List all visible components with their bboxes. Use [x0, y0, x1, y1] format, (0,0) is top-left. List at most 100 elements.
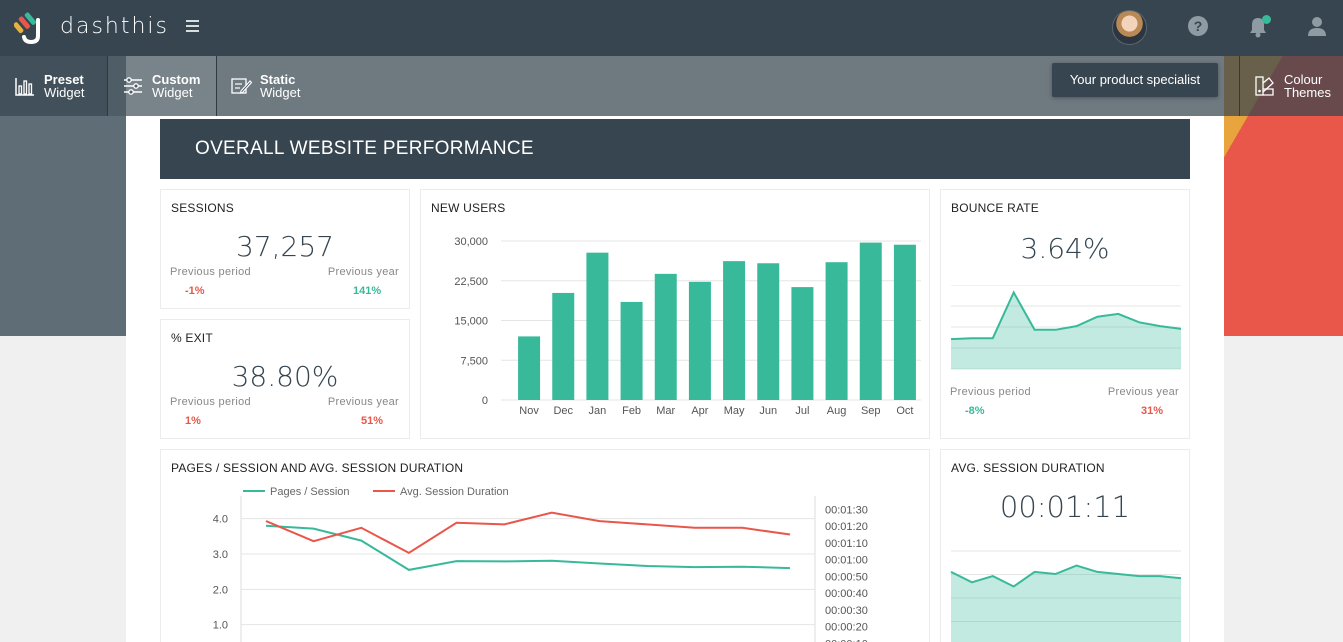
bar-mar — [654, 273, 677, 400]
bounce-prev-year-label: Previous year — [1107, 386, 1179, 398]
bar-sep — [859, 242, 882, 400]
exit-prev-period-value: 1% — [185, 415, 201, 427]
exit-prev-year-label: Previous year — [327, 396, 399, 408]
bar-jan — [586, 252, 609, 400]
colour-themes-title: Colour — [1284, 72, 1323, 87]
avg-duration-title: AVG. SESSION DURATION — [951, 461, 1105, 475]
y-tick-label: 22,500 — [454, 276, 488, 288]
exit-rate-widget[interactable]: % EXIT 38.80% Previous period Previous y… — [160, 319, 410, 439]
x-tick-label: Jan — [589, 405, 607, 417]
custom-widget-button[interactable]: Custom Widget — [108, 56, 216, 116]
bar-jun — [757, 263, 780, 400]
x-tick-label: Aug — [827, 405, 847, 417]
x-tick-label: Sep — [861, 405, 881, 417]
exit-value: 38.80% — [231, 360, 339, 393]
exit-title: % EXIT — [171, 331, 213, 345]
avg-duration-value: 00:01:11 — [999, 490, 1131, 524]
new-users-widget[interactable]: NEW USERS 30,000 22,500 15,000 7,500 0 Nov Dec… — [420, 189, 930, 439]
sessions-value: 37,257 — [236, 230, 334, 263]
y-tick-label: 7,500 — [460, 355, 488, 367]
logo-text: dashthis — [60, 14, 169, 39]
bar-dec — [552, 292, 575, 400]
bar-jul — [791, 287, 814, 400]
top-bar: dashthis ? — [0, 0, 1343, 56]
bounce-title: BOUNCE RATE — [951, 201, 1039, 215]
exit-prev-year-value: 51% — [361, 415, 384, 427]
sessions-prev-period-value: -1% — [185, 285, 205, 297]
x-tick-label: Apr — [691, 405, 708, 417]
bar-may — [723, 261, 746, 400]
legend-label: Avg. Session Duration — [400, 486, 509, 498]
sessions-title: SESSIONS — [171, 201, 234, 215]
right-y-tick-label: 00:01:10 — [825, 538, 868, 550]
x-tick-label: Dec — [553, 405, 573, 417]
hamburger-menu-icon[interactable] — [186, 20, 199, 34]
bounce-prev-year-value: 31% — [1141, 405, 1164, 417]
toolbar-divider — [107, 56, 108, 116]
product-specialist-avatar[interactable] — [1112, 10, 1147, 45]
colour-themes-sub: Themes — [1284, 85, 1331, 100]
sessions-prev-period-label: Previous period — [170, 266, 251, 278]
toolbar-divider — [216, 56, 217, 116]
dashboard-title: OVERALL WEBSITE PERFORMANCE — [160, 119, 1190, 179]
custom-widget-title: Custom — [152, 72, 201, 87]
right-y-tick-label: 00:00:10 — [825, 638, 868, 642]
area-line — [950, 564, 1182, 588]
edit-note-icon — [231, 78, 252, 94]
x-tick-label: Nov — [519, 405, 539, 417]
series-line-1 — [265, 511, 791, 555]
right-y-tick-label: 00:00:50 — [825, 571, 868, 583]
sessions-widget[interactable]: SESSIONS 37,257 Previous period Previous… — [160, 189, 410, 309]
static-widget-sub: Widget — [260, 85, 301, 100]
left-y-tick-label: 4.0 — [213, 514, 228, 526]
avg-session-duration-widget[interactable]: AVG. SESSION DURATION 00:01:11 — [940, 449, 1190, 642]
sliders-icon — [124, 77, 142, 95]
right-y-tick-label: 00:01:20 — [825, 521, 868, 533]
bounce-rate-widget[interactable]: BOUNCE RATE 3.64% Previous period Previo… — [940, 189, 1190, 439]
colour-themes-button[interactable]: Colour Themes — [1254, 56, 1343, 116]
bar-feb — [620, 301, 643, 400]
pages-session-widget[interactable]: PAGES / SESSION AND AVG. SESSION DURATIO… — [160, 449, 930, 642]
product-specialist-tooltip: Your product specialist — [1052, 63, 1218, 97]
bounce-prev-period-value: -8% — [965, 405, 985, 417]
x-tick-label: Feb — [622, 405, 641, 417]
bar-nov — [518, 336, 541, 400]
static-widget-button[interactable]: Static Widget — [230, 56, 330, 116]
x-tick-label: Oct — [896, 405, 913, 417]
pages-session-title: PAGES / SESSION AND AVG. SESSION DURATIO… — [171, 461, 464, 475]
bar-apr — [688, 281, 711, 400]
y-tick-label: 30,000 — [454, 236, 488, 248]
bar-chart-icon — [15, 78, 34, 96]
bar-aug — [825, 262, 848, 400]
area-fill — [951, 292, 1181, 369]
preset-widget-title: Preset — [44, 72, 84, 87]
preset-widget-sub: Widget — [44, 85, 85, 100]
toolbar-divider — [1239, 56, 1240, 116]
area-line — [950, 290, 1182, 341]
user-account-icon[interactable] — [1307, 15, 1327, 37]
x-tick-label: May — [724, 405, 745, 417]
left-y-tick-label: 3.0 — [213, 549, 228, 561]
legend-label: Pages / Session — [270, 486, 350, 498]
palette-swatch-icon — [1255, 76, 1274, 96]
static-widget-title: Static — [260, 72, 296, 87]
bounce-prev-period-label: Previous period — [950, 386, 1031, 398]
dashthis-logo-icon[interactable] — [14, 10, 48, 44]
right-y-tick-label: 00:00:30 — [825, 605, 868, 617]
x-tick-label: Jun — [759, 405, 777, 417]
y-tick-label: 0 — [482, 395, 488, 407]
right-y-tick-label: 00:00:20 — [825, 622, 868, 634]
x-tick-label: Mar — [656, 405, 675, 417]
series-line-0 — [265, 524, 791, 571]
sessions-prev-year-value: 141% — [353, 285, 382, 297]
custom-widget-sub: Widget — [152, 85, 193, 100]
notification-badge — [1262, 15, 1271, 24]
avg-duration-area-chart — [950, 550, 1182, 642]
exit-prev-period-label: Previous period — [170, 396, 251, 408]
left-y-tick-label: 1.0 — [213, 620, 228, 632]
preset-widget-button[interactable]: Preset Widget — [14, 56, 106, 116]
help-icon[interactable]: ? — [1188, 16, 1208, 36]
x-tick-label: Jul — [795, 405, 809, 417]
new-users-title: NEW USERS — [431, 201, 506, 215]
right-y-tick-label: 00:01:30 — [825, 504, 868, 516]
